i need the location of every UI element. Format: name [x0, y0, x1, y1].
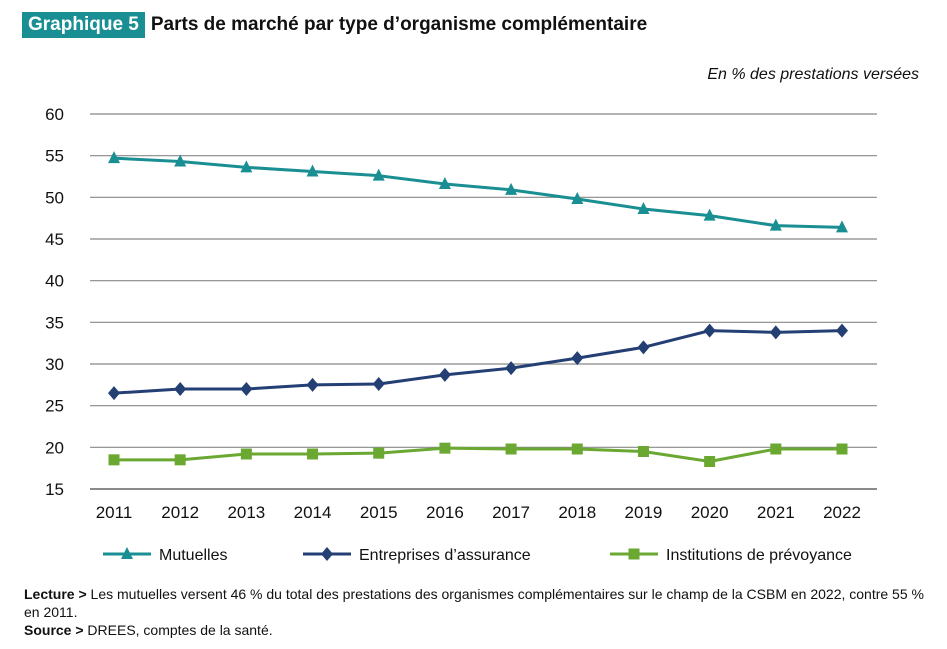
data-point	[240, 448, 252, 460]
x-tick-label: 2019	[625, 503, 663, 522]
lecture-note: Lecture > Les mutuelles versent 46 % du …	[24, 585, 924, 621]
x-tick-label: 2017	[492, 503, 530, 522]
series-line-1	[113, 329, 843, 395]
y-tick-label: 45	[45, 230, 64, 249]
data-point	[770, 443, 782, 455]
series-line-2	[114, 446, 842, 464]
data-point	[836, 443, 848, 455]
data-point	[703, 208, 716, 221]
y-tick-label: 30	[45, 355, 64, 374]
data-point	[108, 386, 120, 401]
y-tick-label: 50	[45, 188, 64, 207]
y-tick-label: 20	[45, 438, 64, 457]
data-point	[373, 447, 385, 459]
x-tick-label: 2011	[96, 503, 133, 522]
legend-marker	[321, 547, 333, 561]
data-point	[174, 454, 186, 466]
lecture-text: Les mutuelles versent 46 % du total des …	[24, 586, 924, 620]
data-point	[571, 351, 584, 366]
unit-label: En % des prestations versées	[707, 66, 919, 83]
data-point	[704, 456, 716, 467]
data-point	[836, 220, 848, 233]
y-tick-label: 35	[45, 313, 64, 332]
data-point	[571, 192, 584, 204]
data-point	[637, 446, 649, 457]
data-point	[438, 177, 451, 189]
lecture-label: Lecture >	[24, 586, 87, 602]
x-tick-label: 2022	[823, 503, 861, 522]
data-point	[438, 367, 451, 382]
chart-header: Graphique 5 Parts de marché par type d’o…	[22, 12, 647, 38]
data-point	[372, 377, 385, 391]
legend-label: Entreprises d’assurance	[359, 547, 531, 564]
x-tick-label: 2014	[294, 503, 332, 522]
chart-title: Parts de marché par type d’organisme com…	[150, 14, 648, 35]
legend-label: Mutuelles	[159, 547, 227, 564]
y-tick-label: 60	[45, 105, 64, 124]
series-line-0	[113, 156, 843, 229]
data-point	[836, 323, 848, 338]
data-point	[505, 182, 518, 195]
x-tick-label: 2013	[227, 503, 265, 522]
notes: Lecture > Les mutuelles versent 46 % du …	[24, 585, 924, 639]
source-label: Source >	[24, 622, 84, 638]
legend-item: Mutuelles	[103, 547, 227, 564]
data-point	[306, 164, 319, 177]
data-point	[174, 382, 187, 396]
x-tick-label: 2021	[757, 503, 795, 522]
legend-label: Institutions de prévoyance	[666, 547, 852, 564]
x-tick-label: 2016	[426, 503, 464, 522]
source-text: DREES, comptes de la santé.	[83, 622, 273, 638]
data-point	[637, 202, 650, 214]
data-point	[372, 168, 385, 181]
data-point	[108, 151, 120, 164]
line-chart: 15 20 25 30 35 40 45 50 55 60 2011 2012 2013 2014 2015…	[45, 105, 877, 564]
data-point	[108, 454, 120, 466]
y-tick-label: 25	[45, 397, 64, 416]
legend-item: Entreprises d’assurance	[303, 547, 531, 564]
data-point	[306, 377, 319, 392]
data-point	[637, 340, 650, 355]
x-tick-label: 2020	[691, 503, 729, 522]
data-point	[439, 442, 451, 454]
data-point	[769, 325, 782, 340]
y-tick-label: 40	[45, 272, 64, 291]
legend-marker	[121, 547, 133, 559]
data-point	[307, 448, 319, 460]
data-point	[174, 154, 187, 167]
x-tick-label: 2015	[360, 503, 398, 522]
data-point	[505, 443, 517, 455]
y-tick-label: 15	[45, 480, 64, 499]
data-point	[240, 382, 253, 396]
data-point	[769, 218, 782, 231]
data-point	[703, 323, 716, 338]
legend-item: Institutions de prévoyance	[610, 547, 852, 564]
figure-tag: Graphique 5	[22, 12, 145, 38]
data-point	[571, 443, 583, 455]
x-tick-label: 2018	[558, 503, 596, 522]
source-note: Source > DREES, comptes de la santé.	[24, 621, 924, 639]
y-tick-label: 55	[45, 147, 64, 166]
data-point	[240, 160, 253, 173]
legend-marker	[628, 548, 640, 560]
data-point	[505, 361, 518, 376]
x-tick-label: 2012	[161, 503, 199, 522]
